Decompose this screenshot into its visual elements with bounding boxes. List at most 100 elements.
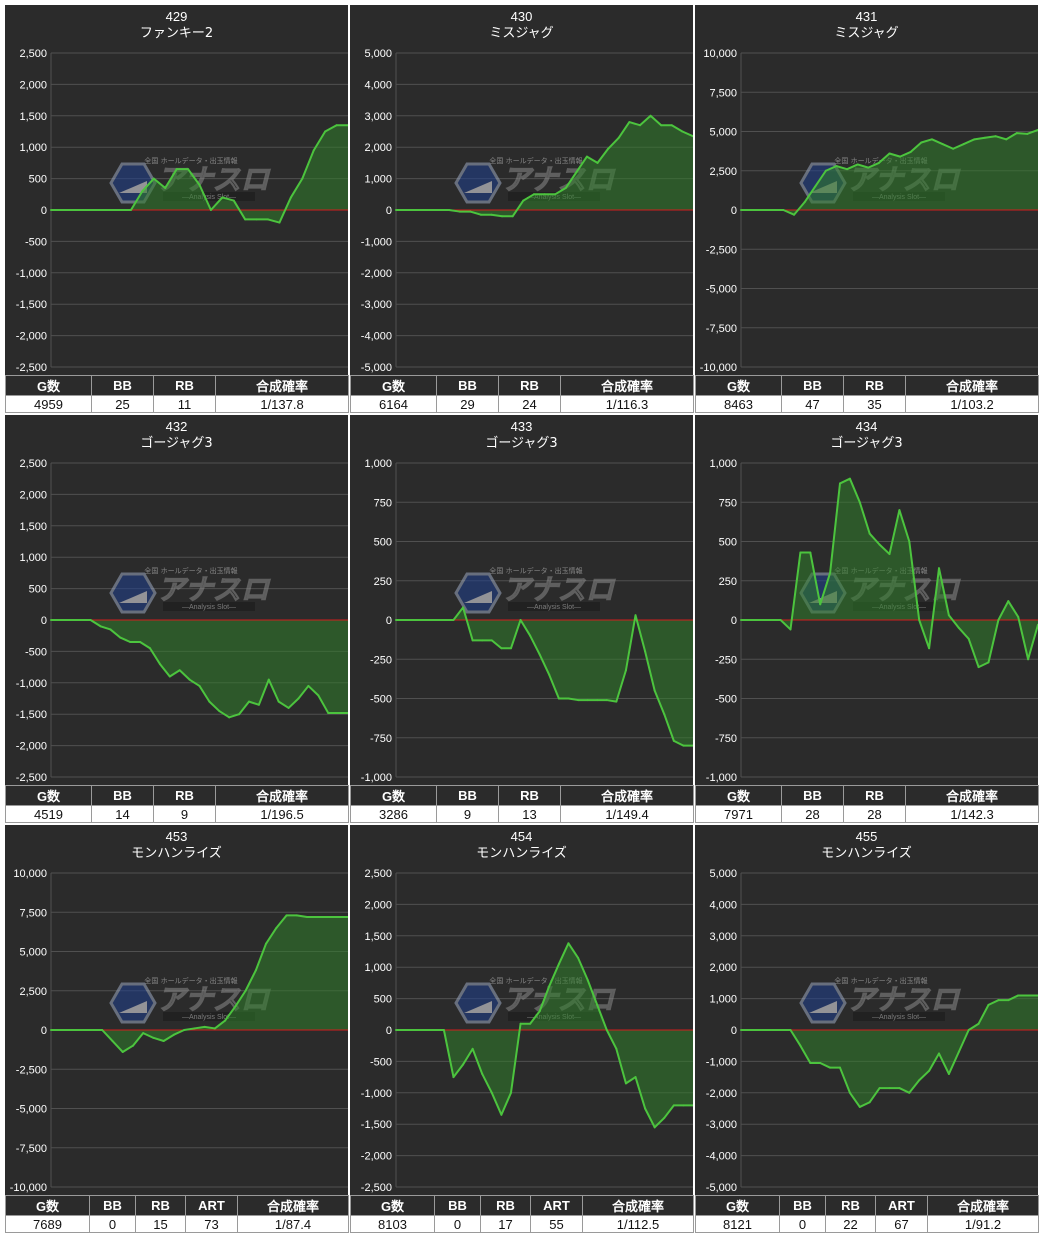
y-tick-label: 1,000 xyxy=(19,142,47,154)
data-point xyxy=(761,209,764,211)
series-line xyxy=(51,914,348,1053)
data-point xyxy=(634,614,637,617)
y-tick-label: 500 xyxy=(719,537,737,549)
data-point xyxy=(1005,138,1008,141)
data-point xyxy=(567,942,570,945)
data-point xyxy=(596,699,599,702)
table-header: 合成確率 xyxy=(905,375,1039,396)
table-cell: 11 xyxy=(153,395,216,413)
data-point xyxy=(899,155,902,158)
data-point xyxy=(442,1029,445,1031)
data-point xyxy=(1037,128,1038,131)
data-point xyxy=(172,1033,175,1036)
data-point xyxy=(188,678,191,681)
table-cell: 1/87.4 xyxy=(237,1215,349,1233)
data-point xyxy=(519,1022,522,1025)
data-point xyxy=(624,669,627,672)
data-point xyxy=(878,543,881,546)
series-area xyxy=(51,125,348,223)
table-cell: 9 xyxy=(153,805,216,823)
data-point xyxy=(888,553,891,556)
data-point xyxy=(70,1029,73,1031)
data-point xyxy=(404,1029,407,1031)
data-point xyxy=(458,210,461,213)
hexagon-logo-icon xyxy=(454,982,502,1024)
y-tick-label: 250 xyxy=(374,576,392,588)
data-point xyxy=(50,1029,52,1031)
chart-svg: 431 ミスジャグ 10,000 7,500 5,000 2,500 0 -2,500 -5,0… xyxy=(700,9,1038,374)
data-point xyxy=(433,1029,436,1031)
data-point xyxy=(920,141,923,144)
chart-subtitle: ゴージャグ3 xyxy=(830,435,902,451)
table-header: RB xyxy=(153,375,216,396)
stats-table: G数 BB RB 合成確率 4519 14 9 1/196.5 xyxy=(5,785,349,823)
table-cell: 4519 xyxy=(5,805,92,823)
stats-table: G数 BB RB 合成確率 6164 29 24 1/116.3 xyxy=(350,375,694,413)
table-header: G数 xyxy=(350,1195,435,1216)
data-point xyxy=(557,963,560,966)
y-tick-label: -1,500 xyxy=(16,299,47,311)
watermark-top-text: 全国 ホールデータ・出玉情報 xyxy=(489,566,582,575)
data-point xyxy=(967,637,970,640)
data-point xyxy=(255,218,258,221)
data-point xyxy=(740,1029,742,1031)
y-tick-label: -2,500 xyxy=(361,1182,392,1194)
data-point xyxy=(829,571,832,574)
data-point xyxy=(877,161,880,164)
data-point xyxy=(301,177,304,180)
table-cell: 0 xyxy=(89,1215,136,1233)
y-tick-label: 1,500 xyxy=(19,111,47,123)
y-tick-label: 10,000 xyxy=(13,868,47,880)
data-point xyxy=(395,619,397,621)
data-point xyxy=(405,209,408,211)
table-cell: 0 xyxy=(434,1215,481,1233)
data-point xyxy=(908,540,911,543)
table-cell: 1/142.3 xyxy=(905,805,1039,823)
watermark-top-text: 全国 ホールデータ・出玉情報 xyxy=(144,566,237,575)
watermark-logo-text: アナスロ xyxy=(157,573,270,606)
chart-panel-430: 430 ミスジャグ 5,000 4,000 3,000 2,000 1,000 0 -1,000… xyxy=(350,5,694,413)
y-tick-label: 1,500 xyxy=(364,931,392,943)
data-point xyxy=(107,209,110,211)
data-point xyxy=(490,1091,493,1094)
data-point xyxy=(509,1091,512,1094)
chart-title: 430 xyxy=(511,9,533,24)
data-point xyxy=(771,209,774,211)
series-area xyxy=(396,115,693,217)
table-header: G数 xyxy=(695,785,782,806)
table-cell: 3286 xyxy=(350,805,437,823)
data-point xyxy=(759,619,762,621)
table-cell: 28 xyxy=(781,805,844,823)
table-header: ART xyxy=(875,1195,928,1216)
data-point xyxy=(819,1061,822,1064)
y-tick-label: -2,500 xyxy=(706,244,737,256)
data-point xyxy=(1027,994,1030,997)
table-cell: 1/112.5 xyxy=(582,1215,694,1233)
data-point xyxy=(839,482,841,485)
data-point xyxy=(481,1072,484,1075)
data-point xyxy=(538,1010,541,1013)
data-point xyxy=(769,1029,772,1031)
data-point xyxy=(663,713,666,716)
data-point xyxy=(198,684,201,687)
data-point xyxy=(395,209,397,211)
y-tick-label: -7,500 xyxy=(706,323,737,335)
table-header: BB xyxy=(434,1195,481,1216)
data-point xyxy=(452,1076,455,1079)
y-tick-label: 3,000 xyxy=(709,931,737,943)
data-point xyxy=(799,1044,802,1047)
y-tick-label: -2,000 xyxy=(361,1151,392,1163)
watermark-top-text: 全国 ホールデータ・出玉情報 xyxy=(489,976,582,985)
data-point xyxy=(118,209,121,211)
table-header: RB xyxy=(480,1195,531,1216)
y-tick-label: -500 xyxy=(715,694,737,706)
table-header: RB xyxy=(843,375,906,396)
data-point xyxy=(962,143,965,146)
table-cell: 28 xyxy=(843,805,906,823)
data-point xyxy=(61,209,64,211)
data-point xyxy=(692,135,693,138)
hexagon-logo-icon xyxy=(799,982,847,1024)
data-point xyxy=(129,640,132,643)
data-point xyxy=(615,700,618,703)
